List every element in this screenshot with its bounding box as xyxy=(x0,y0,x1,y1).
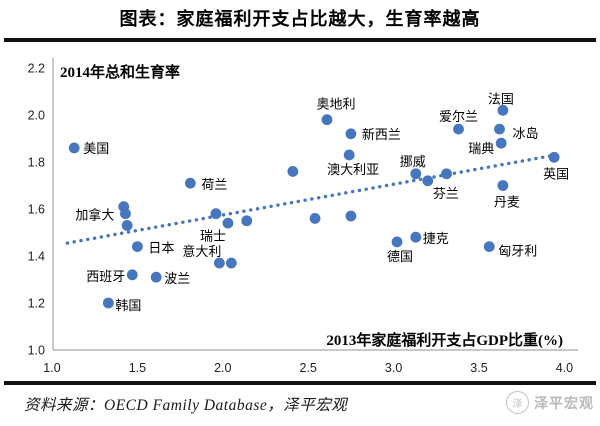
point-label-爱尔兰: 爱尔兰 xyxy=(439,109,478,124)
data-point-unlabeled xyxy=(309,213,321,224)
data-point-美国 xyxy=(68,142,80,154)
point-label-奥地利: 奥地利 xyxy=(316,97,355,112)
data-point-韩国 xyxy=(102,297,114,309)
point-label-法国: 法国 xyxy=(488,91,514,106)
y-tick-label: 1.6 xyxy=(28,203,45,217)
data-point-奥地利 xyxy=(321,114,333,126)
data-point-波兰 xyxy=(150,271,162,283)
title-divider xyxy=(4,38,596,42)
chart-title: 图表：家庭福利开支占比越大，生育率越高 xyxy=(119,9,481,29)
point-label-加拿大: 加拿大 xyxy=(75,208,114,223)
point-label-匈牙利: 匈牙利 xyxy=(498,244,537,259)
data-point-加拿大 xyxy=(120,208,131,220)
point-label-丹麦: 丹麦 xyxy=(494,195,520,210)
data-point-澳大利亚 xyxy=(343,149,355,161)
x-tick-label: 1.5 xyxy=(129,361,146,375)
y-tick-label: 1.4 xyxy=(28,250,45,264)
point-label-澳大利亚: 澳大利亚 xyxy=(327,162,379,177)
x-tick-label: 4.0 xyxy=(556,361,573,375)
y-tick-label: 1.8 xyxy=(28,156,45,170)
x-tick-label: 3.5 xyxy=(470,361,487,375)
data-point-荷兰 xyxy=(184,177,196,189)
x-tick-label: 2.5 xyxy=(300,361,317,375)
scatter-chart: 2014年总和生育率 2013年家庭福利开支占GDP比重(%) 1.0 1.2 1.… xyxy=(0,42,600,381)
y-tick-label: 2.2 xyxy=(28,62,45,76)
x-axis-title: 2013年家庭福利开支占GDP比重(%) xyxy=(326,331,563,349)
point-label-德国: 德国 xyxy=(387,249,413,264)
x-tick-label: 2.0 xyxy=(214,361,231,375)
data-point-瑞典 xyxy=(495,137,507,149)
source-note: 资料来源：OECD Family Database，泽平宏观 xyxy=(24,397,348,414)
y-tick-label: 2.0 xyxy=(28,109,45,123)
data-point-德国 xyxy=(391,236,403,248)
point-label-韩国: 韩国 xyxy=(115,298,141,313)
point-label-英国: 英国 xyxy=(543,166,569,181)
point-label-捷克: 捷克 xyxy=(423,231,449,246)
point-label-波兰: 波兰 xyxy=(164,271,190,286)
data-point-西班牙 xyxy=(126,269,138,281)
y-axis-title: 2014年总和生育率 xyxy=(60,63,180,81)
y-tick-label: 1.2 xyxy=(28,297,45,311)
point-label-美国: 美国 xyxy=(83,141,109,156)
data-point-英国 xyxy=(548,151,560,163)
footer-divider xyxy=(4,381,596,385)
data-point-unlabeled xyxy=(121,220,133,231)
data-point-匈牙利 xyxy=(483,241,495,253)
data-point-挪威 xyxy=(410,168,422,180)
data-point-unlabeled xyxy=(345,210,357,222)
data-point-爱尔兰 xyxy=(453,123,464,135)
data-point-日本 xyxy=(132,241,143,253)
point-label-荷兰: 荷兰 xyxy=(201,177,227,192)
data-point-新西兰 xyxy=(345,128,357,140)
zeping-logo-icon: 泽 xyxy=(506,391,529,414)
watermark: 泽 泽平宏观 xyxy=(506,391,594,414)
trendline xyxy=(65,154,553,245)
data-point-unlabeled xyxy=(241,215,253,227)
data-point-捷克 xyxy=(410,231,422,243)
point-label-挪威: 挪威 xyxy=(400,154,426,169)
point-label-冰岛: 冰岛 xyxy=(512,126,538,141)
watermark-label: 泽平宏观 xyxy=(534,396,594,412)
data-point-unlabeled xyxy=(222,217,234,229)
data-point-unlabeled xyxy=(225,257,237,269)
data-point-unlabeled xyxy=(287,166,299,177)
data-point-丹麦 xyxy=(497,180,509,191)
data-point-法国 xyxy=(497,104,509,116)
point-label-瑞典: 瑞典 xyxy=(468,141,494,156)
point-label-瑞士: 瑞士 xyxy=(200,229,226,244)
point-label-意大利: 意大利 xyxy=(182,244,221,259)
data-point-unlabeled xyxy=(441,168,452,180)
x-tick-label: 3.0 xyxy=(385,361,402,375)
data-point-意大利 xyxy=(213,257,225,269)
point-label-西班牙: 西班牙 xyxy=(86,269,125,284)
point-label-新西兰: 新西兰 xyxy=(362,127,401,142)
data-point-冰岛 xyxy=(494,123,505,135)
y-tick-label: 1.0 xyxy=(28,344,45,358)
point-label-芬兰: 芬兰 xyxy=(433,186,459,201)
point-label-日本: 日本 xyxy=(148,241,174,256)
x-tick-label: 1.0 xyxy=(43,361,60,375)
data-point-芬兰 xyxy=(422,175,434,187)
scatter-plot-svg: 2014年总和生育率 2013年家庭福利开支占GDP比重(%) 1.0 1.2 1.… xyxy=(28,58,578,375)
data-point-瑞士 xyxy=(210,208,222,220)
